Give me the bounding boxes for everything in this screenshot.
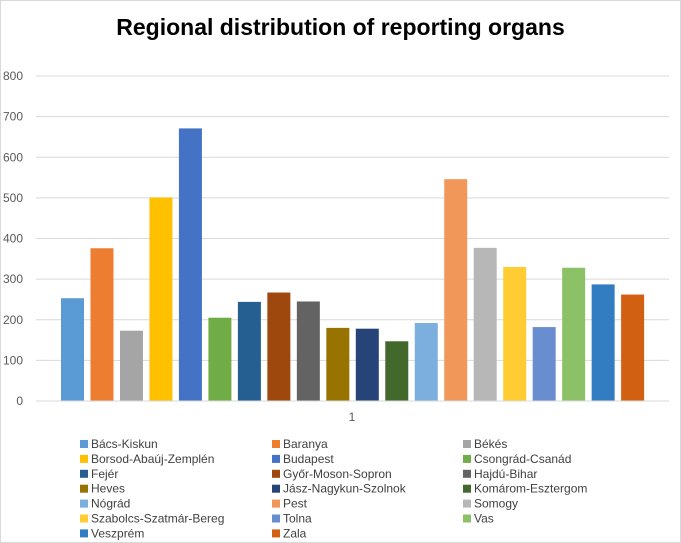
bar [385, 341, 409, 401]
legend-swatch [80, 469, 88, 478]
legend-swatch [80, 514, 88, 523]
legend-swatch [80, 529, 88, 538]
legend-label: Vas [474, 512, 494, 526]
y-tick-label: 700 [3, 110, 23, 124]
legend-label: Komárom-Esztergom [474, 482, 587, 496]
legend-swatch [80, 484, 88, 493]
bar [61, 298, 84, 401]
legend-swatch [80, 440, 88, 448]
y-tick-label: 500 [3, 191, 23, 205]
bar [621, 294, 645, 401]
legend-swatch [272, 454, 280, 463]
y-tick-label: 400 [3, 232, 23, 246]
bar [355, 328, 379, 401]
bar [473, 247, 497, 401]
y-tick-label: 600 [3, 150, 23, 164]
legend-label: Borsod-Abaúj-Zemplén [91, 452, 214, 466]
legend-label: Nógrád [91, 497, 130, 511]
bar [503, 266, 527, 401]
legend-swatch [272, 514, 280, 523]
x-tick-label: 1 [349, 410, 356, 424]
legend-label: Hajdú-Bihar [474, 467, 537, 481]
legend-label: Somogy [474, 497, 518, 511]
legend-swatch [272, 440, 280, 448]
legend-swatch [463, 484, 471, 493]
bar [591, 284, 615, 401]
bar [267, 292, 291, 401]
legend-swatch [272, 499, 280, 508]
legend-swatch [272, 484, 280, 493]
legend-swatch [272, 529, 280, 538]
legend-label: Heves [91, 482, 125, 496]
legend-label: Fejér [91, 467, 118, 481]
legend-label: Békés [474, 437, 507, 451]
legend-label: Szabolcs-Szatmár-Bereg [91, 512, 224, 526]
legend-label: Veszprém [91, 526, 144, 540]
bar [296, 301, 320, 401]
legend-label: Csongrád-Csanád [474, 452, 571, 466]
legend-swatch [463, 440, 471, 448]
legend-swatch [80, 499, 88, 508]
bar [208, 317, 232, 401]
legend-label: Baranya [283, 437, 328, 451]
legend-label: Bács-Kiskun [91, 437, 158, 451]
y-tick-label: 200 [3, 313, 23, 327]
bar [532, 327, 556, 401]
bar [562, 267, 586, 401]
bar [178, 128, 202, 401]
y-tick-label: 100 [3, 353, 23, 367]
legend-label: Pest [283, 497, 308, 511]
bar [237, 301, 261, 401]
chart-title: Regional distribution of reporting organ… [116, 14, 565, 40]
bar [119, 330, 143, 401]
legend-swatch [80, 454, 88, 463]
legend-label: Zala [283, 526, 307, 540]
legend-label: Győr-Moson-Sopron [283, 467, 392, 481]
legend-label: Tolna [283, 512, 312, 526]
y-tick-label: 0 [16, 394, 23, 408]
legend-label: Budapest [283, 452, 334, 466]
bar [444, 179, 468, 401]
bar [90, 248, 114, 401]
y-tick-label: 300 [3, 272, 23, 286]
legend-swatch [463, 499, 471, 508]
legend-swatch [463, 514, 471, 523]
bar [149, 197, 173, 401]
legend-swatch [463, 469, 471, 478]
bar [414, 323, 438, 401]
bar [326, 327, 350, 401]
legend-label: Jász-Nagykun-Szolnok [283, 482, 407, 496]
legend-swatch [463, 454, 471, 463]
legend-swatch [272, 469, 280, 478]
y-tick-label: 800 [3, 69, 23, 83]
